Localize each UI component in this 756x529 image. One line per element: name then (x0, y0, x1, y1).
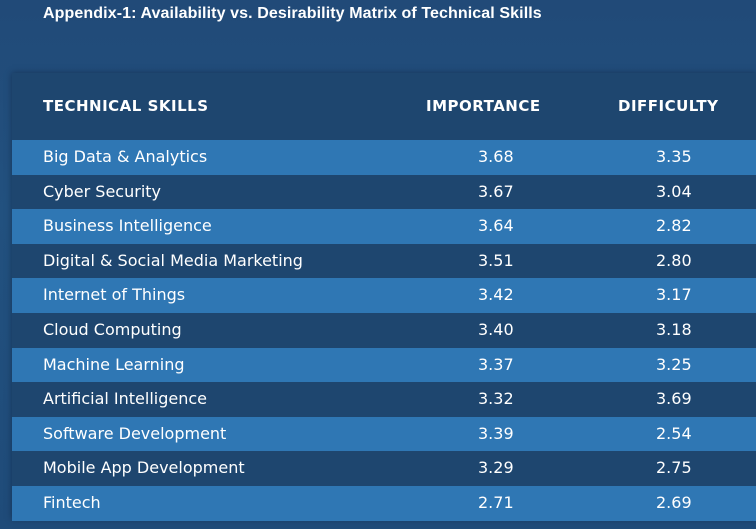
skill-cell: Cyber Security (43, 181, 162, 201)
difficulty-cell: 2.69 (656, 492, 692, 512)
importance-cell: 3.68 (478, 147, 514, 166)
importance-cell: 3.39 (478, 423, 514, 443)
skill-cell: Business Intelligence (43, 216, 212, 236)
column-header-importance: IMPORTANCE (426, 97, 541, 115)
table-row: Digital & Social Media Marketing 3.51 2.… (12, 244, 756, 279)
table-row: Software Development 3.39 2.54 (12, 416, 756, 452)
difficulty-cell: 2.80 (656, 250, 692, 270)
table-body: Big Data & Analytics 3.68 3.35 Cyber Sec… (12, 140, 756, 521)
difficulty-cell: 3.17 (656, 285, 692, 305)
table-row: Cyber Security 3.67 3.04 (12, 175, 756, 210)
skill-cell: Mobile App Development (43, 458, 245, 478)
importance-cell: 3.29 (478, 458, 514, 478)
skill-cell: Digital & Social Media Marketing (43, 250, 303, 270)
difficulty-cell: 2.54 (656, 423, 692, 443)
table-row: Fintech 2.71 2.69 (12, 485, 756, 521)
difficulty-cell: 2.82 (656, 216, 692, 236)
difficulty-cell: 3.35 (656, 147, 692, 166)
table-header: TECHNICAL SKILLS IMPORTANCE DIFFICULTY (12, 97, 756, 121)
skill-cell: Fintech (43, 492, 101, 512)
importance-cell: 2.71 (478, 492, 514, 512)
importance-cell: 3.42 (478, 285, 514, 305)
difficulty-cell: 3.69 (656, 389, 692, 409)
skill-cell: Cloud Computing (43, 319, 182, 339)
skill-cell: Machine Learning (43, 354, 185, 374)
difficulty-cell: 3.18 (656, 319, 692, 339)
column-header-difficulty: DIFFICULTY (618, 97, 719, 115)
table-row: Business Intelligence 3.64 2.82 (12, 209, 756, 244)
table-row: Cloud Computing 3.40 3.18 (12, 313, 756, 348)
skills-table: TECHNICAL SKILLS IMPORTANCE DIFFICULTY B… (12, 73, 756, 521)
importance-cell: 3.32 (478, 389, 514, 409)
importance-cell: 3.64 (478, 216, 514, 236)
importance-cell: 3.40 (478, 319, 514, 339)
skill-cell: Software Development (43, 423, 227, 443)
importance-cell: 3.37 (478, 354, 514, 374)
skill-cell: Artificial Intelligence (43, 389, 207, 409)
table-row: Machine Learning 3.37 3.25 (12, 347, 756, 383)
table-row: Mobile App Development 3.29 2.75 (12, 451, 756, 486)
difficulty-cell: 2.75 (656, 458, 692, 478)
table-row: Artificial Intelligence 3.32 3.69 (12, 382, 756, 417)
difficulty-cell: 3.04 (656, 181, 692, 201)
page-title: Appendix-1: Availability vs. Desirabilit… (43, 5, 542, 22)
column-header-technical-skills: TECHNICAL SKILLS (43, 97, 209, 115)
difficulty-cell: 3.25 (656, 354, 692, 374)
importance-cell: 3.51 (478, 250, 514, 270)
table-row: Big Data & Analytics 3.68 3.35 (12, 140, 756, 175)
skill-cell: Internet of Things (43, 285, 186, 305)
table-row: Internet of Things 3.42 3.17 (12, 278, 756, 313)
importance-cell: 3.67 (478, 181, 514, 201)
skill-cell: Big Data & Analytics (43, 147, 208, 166)
